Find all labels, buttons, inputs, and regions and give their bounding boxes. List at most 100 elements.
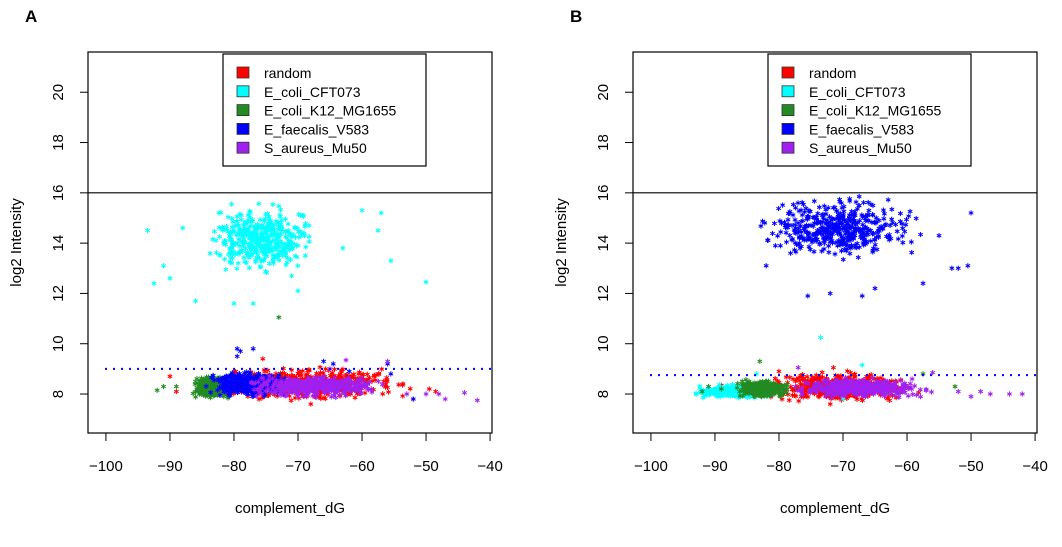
data-point: [860, 222, 866, 228]
data-point: [799, 212, 805, 218]
data-point: [192, 388, 198, 395]
data-point: [380, 391, 386, 397]
data-point: [282, 250, 288, 256]
data-point: [235, 231, 241, 237]
data-point: [735, 380, 741, 387]
data-point: [704, 392, 710, 398]
data-point: [426, 386, 432, 392]
data-point: [244, 250, 250, 257]
data-point: [285, 255, 291, 261]
data-point: [283, 372, 289, 378]
data-point: [321, 395, 327, 401]
data-point: [404, 391, 410, 397]
legend-swatch: [236, 123, 250, 135]
data-point: [296, 384, 302, 390]
data-point: [254, 393, 260, 399]
data-point: [262, 245, 268, 251]
points-layer: [145, 201, 480, 407]
data-point: [295, 229, 302, 235]
data-point: [952, 383, 958, 390]
data-point: [261, 225, 267, 231]
points-layer: [693, 193, 1025, 407]
data-point: [259, 242, 265, 248]
data-point: [238, 238, 244, 244]
data-point: [786, 397, 792, 403]
data-point: [211, 228, 217, 235]
data-point: [265, 235, 271, 241]
data-point: [247, 240, 253, 246]
data-point: [247, 209, 253, 215]
data-point: [330, 379, 336, 386]
data-point: [261, 217, 267, 223]
data-point: [442, 396, 448, 402]
y-tick-label: 10: [595, 335, 612, 352]
data-point: [286, 231, 292, 237]
data-point: [343, 372, 349, 379]
data-point: [223, 379, 229, 385]
data-point: [849, 208, 855, 215]
data-point: [259, 229, 265, 236]
data-point: [293, 234, 299, 240]
data-point: [243, 375, 249, 381]
data-point: [258, 258, 264, 264]
data-point: [321, 380, 327, 386]
data-point: [856, 193, 862, 200]
data-point: [872, 285, 878, 291]
data-point: [248, 223, 254, 229]
data-point: [300, 212, 306, 218]
legend-label: S_aureus_Mu50: [809, 140, 912, 156]
data-point: [243, 390, 249, 396]
data-point: [856, 244, 862, 250]
data-point: [226, 373, 232, 379]
data-point: [978, 388, 984, 395]
series-S_aureus_Mu50: [792, 365, 1025, 401]
data-point: [281, 388, 287, 394]
data-point: [308, 401, 314, 407]
legend-label: E_coli_CFT073: [264, 84, 361, 100]
data-point: [258, 235, 264, 241]
data-point: [306, 367, 312, 374]
data-point: [321, 358, 327, 364]
data-point: [225, 214, 231, 220]
legend-label: S_aureus_Mu50: [264, 140, 367, 156]
data-point: [251, 387, 257, 393]
data-point: [791, 247, 798, 253]
data-point: [266, 260, 272, 267]
data-point: [756, 388, 762, 394]
data-point: [827, 290, 833, 297]
data-point: [400, 393, 406, 399]
x-axis-label: complement_dG: [780, 500, 890, 517]
y-tick-label: 8: [595, 390, 612, 398]
data-point: [246, 265, 252, 271]
legend-label: E_coli_K12_MG1655: [264, 103, 397, 119]
data-point: [796, 398, 802, 404]
data-point: [889, 206, 895, 212]
data-point: [295, 263, 301, 269]
data-point: [385, 358, 391, 364]
data-point: [778, 229, 784, 235]
x-tick-label: −40: [477, 458, 502, 475]
data-point: [378, 210, 384, 216]
data-point: [762, 386, 768, 392]
data-point: [304, 392, 310, 398]
legend-item: E_faecalis_V583: [236, 121, 369, 137]
data-point: [903, 222, 909, 228]
data-point: [209, 385, 215, 391]
data-point: [167, 373, 173, 380]
data-point: [360, 371, 366, 377]
data-point: [264, 253, 270, 259]
data-point: [968, 393, 974, 400]
data-point: [788, 250, 794, 256]
data-point: [161, 383, 167, 390]
data-point: [769, 391, 775, 397]
data-point: [353, 383, 359, 389]
data-point: [379, 366, 385, 372]
data-point: [741, 385, 747, 391]
data-point: [273, 387, 279, 394]
data-point: [229, 260, 235, 266]
data-point: [229, 201, 235, 207]
data-point: [699, 388, 705, 395]
legend-swatch: [236, 66, 250, 79]
data-point: [247, 370, 253, 376]
data-point: [423, 391, 429, 397]
